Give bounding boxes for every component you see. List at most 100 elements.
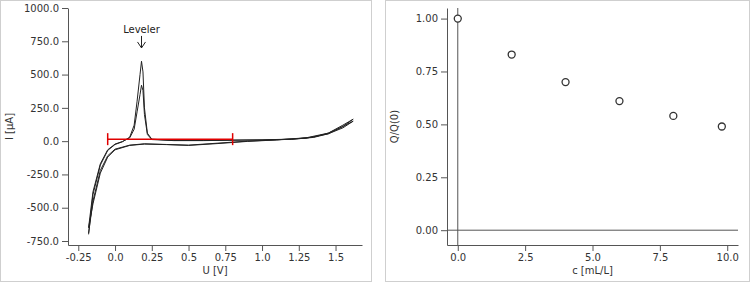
figure: -0.25 0.0 0.25 0.5 0.75 1.0 1.25 1.5 -750.0 -500.… (0, 0, 750, 282)
tick-label: 0.0 (108, 252, 124, 263)
tick: 0.75 (215, 245, 237, 263)
data-point (718, 123, 725, 130)
axis-line (68, 9, 69, 246)
tick-label: 0.5 (181, 252, 197, 263)
data-point (508, 51, 515, 58)
tick-mark (62, 108, 68, 109)
range-end (107, 133, 109, 145)
tick: -0.25 (66, 245, 92, 263)
tick-label: 250.0 (30, 103, 59, 114)
tick-mark (525, 245, 526, 251)
tick-label: 500.0 (30, 69, 59, 80)
tick: 0.0 (43, 136, 68, 147)
tick-mark (660, 245, 661, 251)
tick-label: 10.0 (717, 252, 739, 263)
tick: 0.50 (416, 119, 447, 130)
tick-mark (441, 230, 447, 231)
data-point (562, 79, 569, 86)
annotation-arrow (141, 36, 142, 48)
tick: 1.5 (328, 245, 344, 263)
x-axis-title: c [mL/L] (572, 265, 613, 276)
tick-label: 1.0 (255, 252, 271, 263)
tick: 10.0 (717, 245, 739, 263)
data-point (454, 15, 461, 22)
tick-mark (189, 245, 190, 251)
tick-label: -750.0 (27, 236, 59, 247)
tick-label: 0.50 (416, 119, 438, 130)
tick: 0.00 (416, 225, 447, 236)
tick-mark (78, 245, 79, 251)
panel-border (1, 1, 372, 282)
y-axis: 0.00 0.25 0.50 0.75 1.00 (416, 9, 448, 246)
tick-label: 0.0 (43, 136, 59, 147)
tick: 0.5 (181, 245, 197, 263)
tick: 1.25 (288, 245, 310, 263)
tick-label: -250.0 (27, 169, 59, 180)
tick-mark (458, 245, 459, 251)
data-point (616, 98, 623, 105)
tick-mark (441, 71, 447, 72)
axis-line (69, 245, 363, 246)
tick-mark (441, 177, 447, 178)
tick-label: 5.0 (585, 252, 601, 263)
tick: 1.00 (416, 13, 447, 24)
y-axis-title: Q/Q(0) (389, 110, 400, 143)
tick: 5.0 (585, 245, 601, 263)
tick: 2.5 (518, 245, 534, 263)
y-axis-title: I [µA] (4, 113, 15, 140)
annotation: Leveler (123, 24, 161, 35)
tick: 0.25 (141, 245, 163, 263)
tick-mark (727, 245, 728, 251)
tick-label: 2.5 (518, 252, 534, 263)
tick: 0.0 (450, 245, 466, 263)
tick-label: 0.25 (416, 172, 438, 183)
tick-label: 1.5 (328, 252, 344, 263)
axis-line (447, 9, 448, 246)
tick-mark (62, 208, 68, 209)
tick-mark (441, 124, 447, 125)
tick: -500.0 (27, 202, 68, 213)
tick-mark (62, 174, 68, 175)
panel: -0.25 0.0 0.25 0.5 0.75 1.0 1.25 1.5 -750.0 -500.… (1, 1, 372, 282)
tick-mark (593, 245, 594, 251)
tick-mark (336, 245, 337, 251)
tick: 1000.0 (24, 3, 68, 14)
range-line (108, 138, 233, 140)
tick-label: 750.0 (30, 36, 59, 47)
tick: 1.0 (255, 245, 271, 263)
tick: 0.75 (416, 66, 447, 77)
zero-line (447, 230, 738, 231)
tick-mark (62, 75, 68, 76)
y-axis: -750.0 -500.0 -250.0 0.0 250.0 500.0 750.0 1000… (24, 3, 69, 247)
tick-label: -500.0 (27, 202, 59, 213)
tick-mark (262, 245, 263, 251)
x-axis: -0.25 0.0 0.25 0.5 0.75 1.0 1.25 1.5 (66, 245, 363, 263)
tick-mark (62, 141, 68, 142)
tick: -750.0 (27, 236, 68, 247)
tick-label: 0.75 (416, 66, 438, 77)
integration-range (108, 133, 233, 145)
tick-label: 0.0 (450, 252, 466, 263)
tick: 750.0 (30, 36, 68, 47)
tick: 0.0 (108, 245, 124, 263)
plot-area (447, 8, 738, 245)
tick-mark (62, 41, 68, 42)
cv-curve (89, 61, 354, 234)
plot-area (89, 61, 354, 234)
tick-label: 0.00 (416, 225, 438, 236)
tick-label: -0.25 (66, 252, 92, 263)
annotation-arrowhead (138, 42, 146, 48)
range-end (232, 133, 234, 145)
tick-mark (441, 19, 447, 20)
tick-mark (62, 241, 68, 242)
tick-mark (62, 8, 68, 9)
tick-label: 0.75 (215, 252, 237, 263)
tick-mark (152, 245, 153, 251)
tick: 0.25 (416, 172, 447, 183)
zero-line (457, 8, 458, 245)
data-point (670, 112, 677, 119)
tick-mark (115, 245, 116, 251)
tick-label: 0.25 (141, 252, 163, 263)
tick: 250.0 (30, 103, 68, 114)
tick: 7.5 (652, 245, 668, 263)
